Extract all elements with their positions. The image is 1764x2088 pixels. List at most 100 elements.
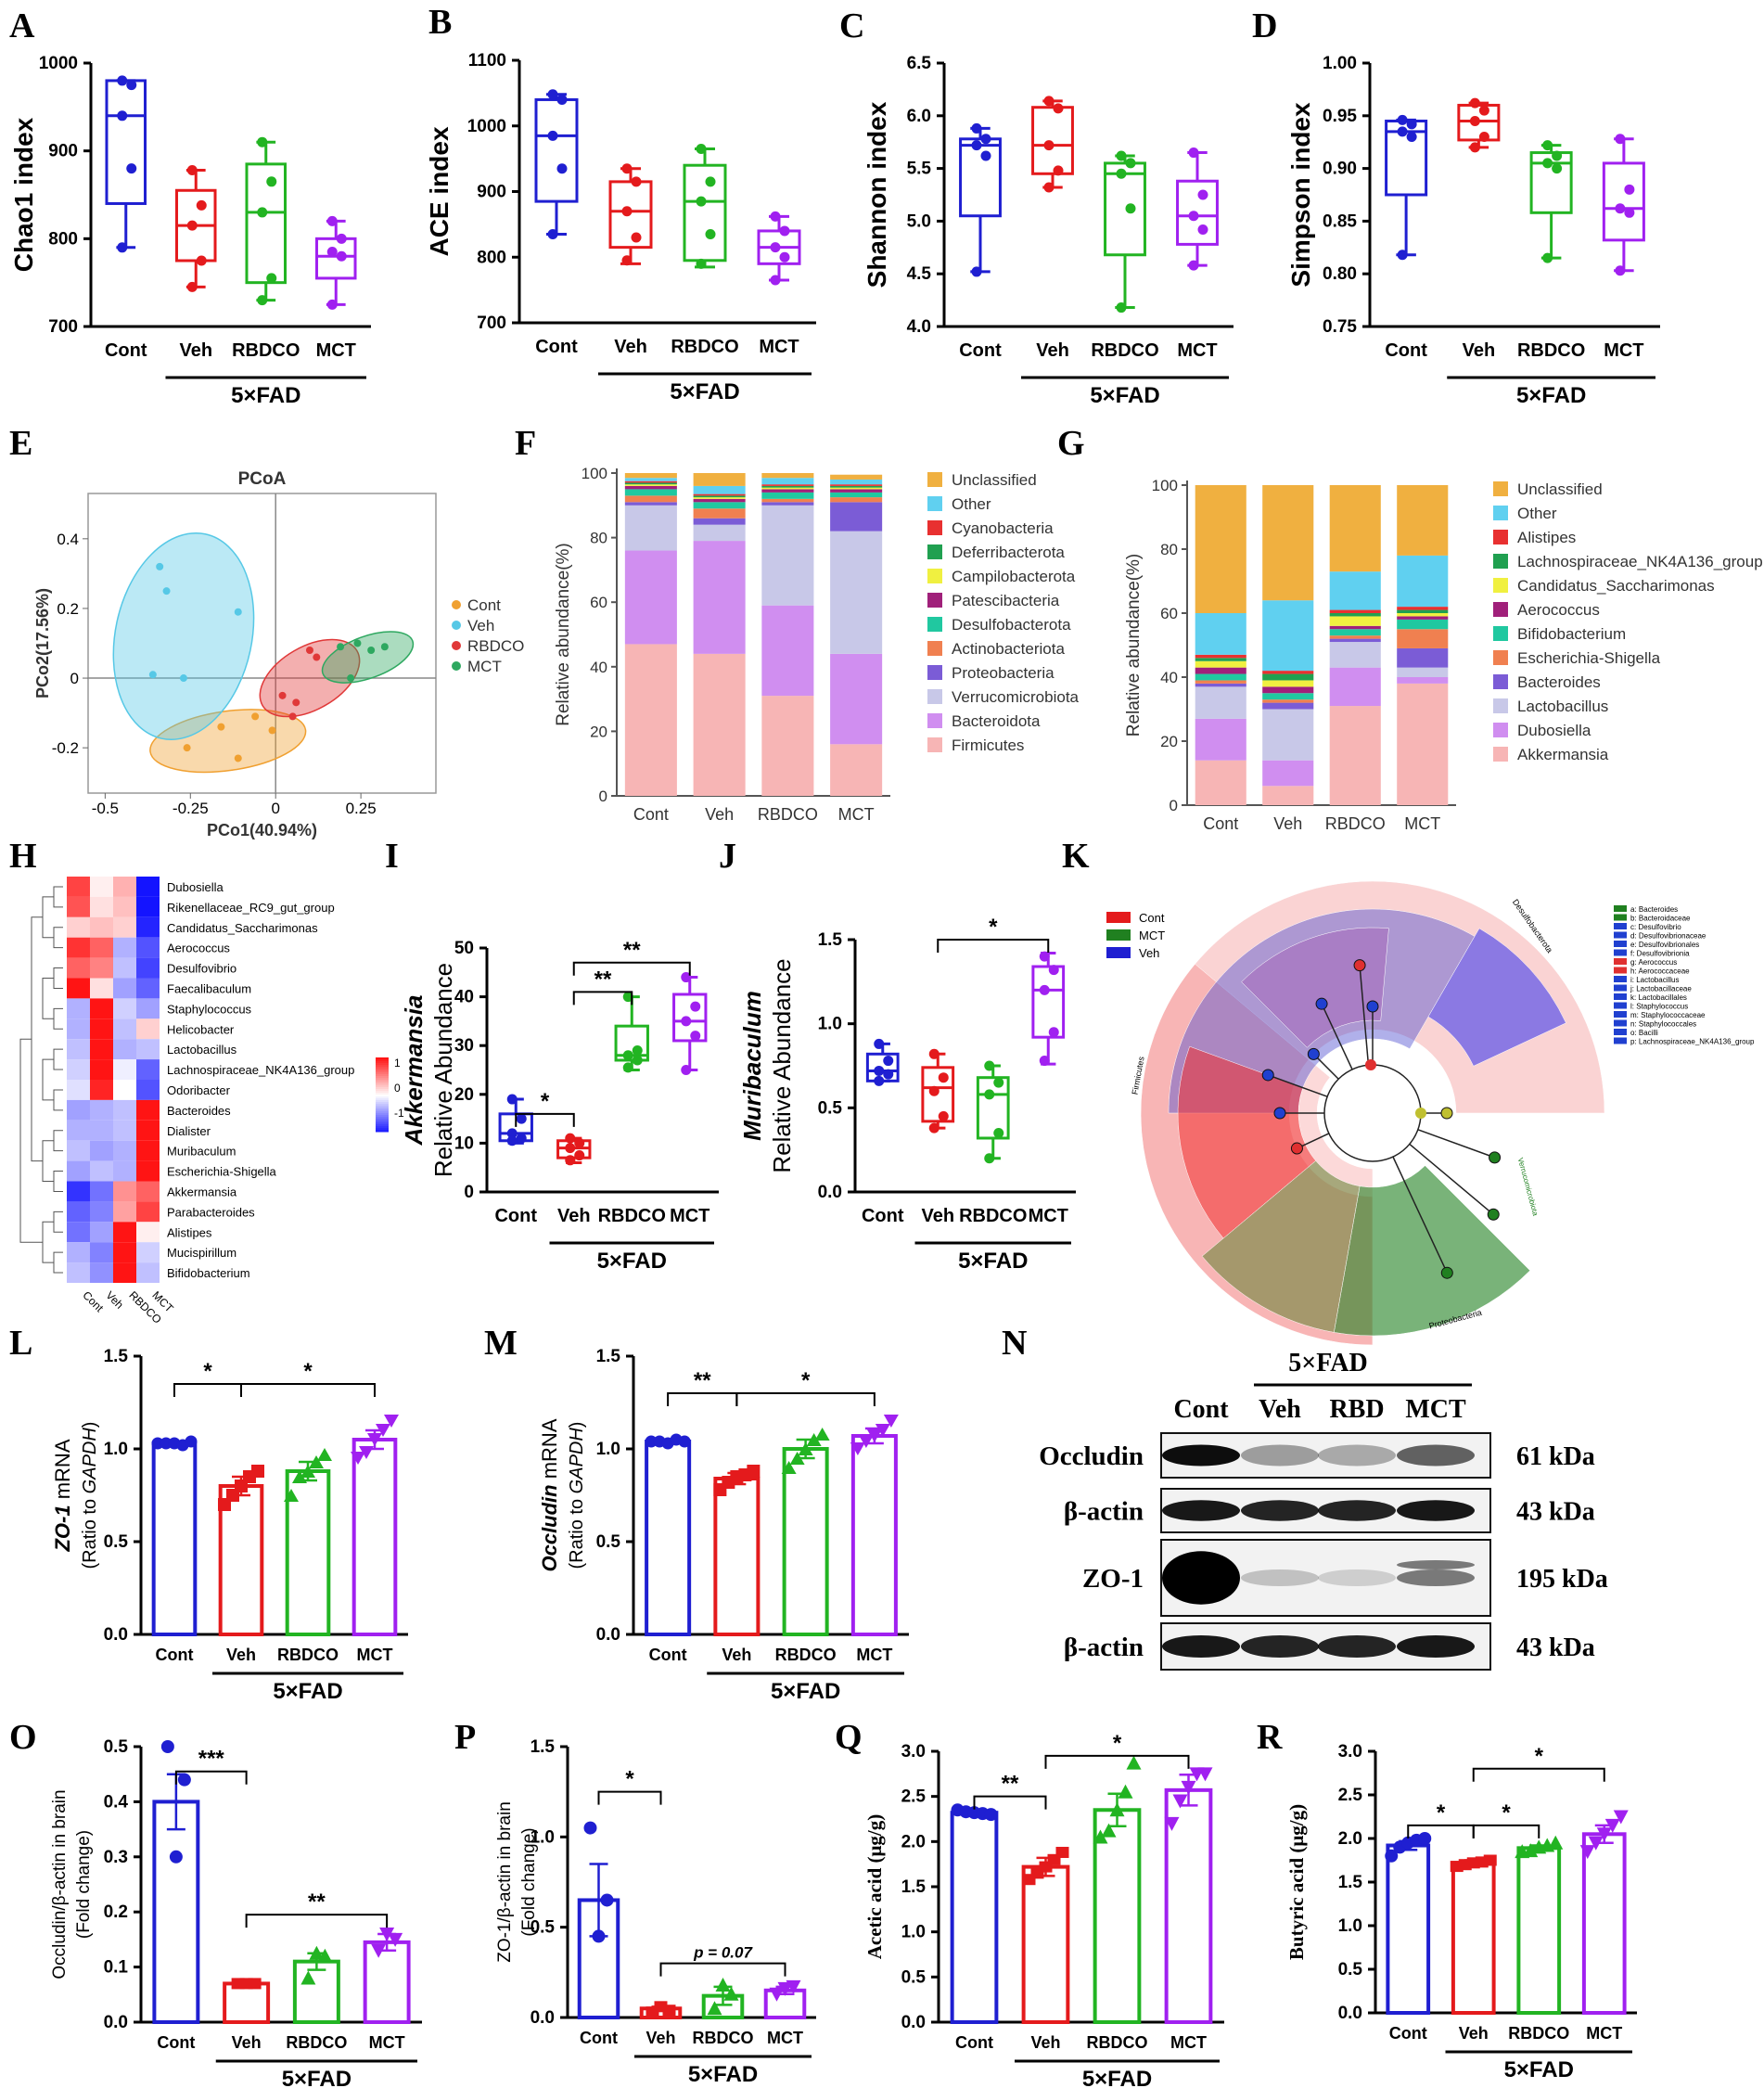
y-tick-label: 4.5 [907, 264, 932, 284]
heatmap-cell [113, 877, 136, 897]
stack-segment [1262, 671, 1314, 674]
legend-label: MCT [1139, 929, 1165, 942]
data-point-circle [177, 1773, 191, 1787]
x-tick-label: Cont [494, 1206, 537, 1226]
x-tick-label: MCT [316, 340, 356, 361]
data-point [1552, 150, 1563, 161]
colour-scale-step [376, 1072, 389, 1075]
dendrogram-branch [53, 927, 63, 949]
data-point-triangle [284, 1489, 299, 1502]
data-point [556, 163, 568, 174]
data-point-triangle [317, 1448, 332, 1461]
key-label: j: Lactobacillaceae [1630, 985, 1692, 993]
heatmap-cell [136, 1039, 160, 1060]
data-point [1043, 96, 1055, 107]
blot-column-label: Veh [1259, 1395, 1301, 1424]
y-tick-label: 0.0 [901, 2013, 926, 2032]
data-point [266, 273, 277, 284]
legend-swatch [1493, 723, 1508, 737]
heatmap-cell [113, 937, 136, 958]
x-tick-label: MCT [856, 1646, 892, 1664]
y-axis-title: Simpson index [1286, 102, 1315, 288]
y-tick-label: 0.2 [104, 1902, 128, 1922]
significance-bracket [1472, 1767, 1605, 1782]
data-point [547, 228, 558, 239]
clade-sector [1177, 1045, 1317, 1239]
data-point [179, 674, 187, 683]
data-point [506, 1094, 518, 1105]
data-point-triangle [376, 1424, 390, 1437]
legend-marker [452, 600, 461, 609]
y-tick-label: 80 [590, 530, 607, 547]
y-tick-label: 0.85 [1323, 211, 1357, 231]
data-point-triangle [1596, 1827, 1612, 1842]
chart-L: 0.0 0.5 1.0 1.5 Cont Veh RBDCO MCT ZO-1 mRNA (Rat… [51, 1347, 408, 1704]
data-point [1116, 302, 1127, 314]
colour-scale-step [376, 1082, 389, 1084]
stack-segment [624, 480, 677, 483]
clade-node [1290, 1142, 1303, 1155]
y-tick-label: 80 [1160, 541, 1178, 558]
blot-band [1397, 1560, 1475, 1569]
y-tick-label: 60 [1160, 605, 1178, 622]
clade-sector [1201, 1160, 1361, 1333]
significance-bracket [667, 1392, 738, 1406]
y-tick-label: 0 [1170, 797, 1178, 814]
y-tick-label: 0.95 [1323, 107, 1357, 126]
blot-row-label: β-actin [1064, 1497, 1144, 1527]
y-tick-label: 0.5 [1338, 1960, 1363, 1979]
stack-segment [830, 531, 883, 654]
data-point [1039, 951, 1050, 962]
y-tick-label: 1100 [468, 51, 506, 70]
colour-scale-step [376, 1098, 389, 1101]
colour-scale-step [376, 1113, 389, 1116]
x-tick-label: MCT [1586, 2024, 1622, 2043]
key-swatch [1614, 1029, 1627, 1035]
chart-G: 0 20 40 60 80 100 Cont Veh RBDCO MCT Relative abun… [1124, 477, 1763, 833]
heatmap-row-label: Muribaculum [167, 1145, 236, 1159]
legend-label: Firmicutes [952, 737, 1024, 754]
stack-segment [1397, 609, 1449, 613]
clade-sector [1334, 1165, 1531, 1337]
data-point-triangle [1126, 1755, 1142, 1770]
stack-segment [1397, 647, 1449, 668]
data-point-circle [160, 1437, 173, 1450]
data-point [622, 1062, 633, 1073]
data-point [186, 220, 198, 231]
y-axis-subtitle: (Fold change) [519, 1827, 539, 1936]
clade-sector [1241, 927, 1389, 1048]
heatmap-cell [136, 1242, 160, 1263]
data-point [690, 1001, 701, 1012]
colour-scale-step [376, 1093, 389, 1095]
heatmap-cell [136, 877, 160, 897]
x-tick-label: Cont [633, 805, 669, 824]
stack-segment [624, 505, 677, 551]
legend-label: Bifidobacterium [1517, 625, 1626, 643]
data-point [313, 653, 321, 661]
group-bracket-label: 5×FAD [273, 1679, 342, 1704]
data-point [565, 1133, 576, 1144]
data-point [874, 1075, 885, 1086]
clade-branch [1359, 965, 1370, 1066]
y-tick-label: 1.00 [1323, 54, 1357, 73]
legend-label: Patescibacteria [952, 592, 1060, 609]
y-tick-label: 2.0 [1338, 1829, 1362, 1849]
heatmap-cell [67, 1181, 90, 1202]
data-point [632, 1044, 643, 1056]
y-tick-label: 0.0 [104, 1625, 128, 1645]
data-point [506, 1128, 518, 1139]
key-swatch [1614, 941, 1627, 947]
panel-letter-M: M [484, 1324, 518, 1363]
data-point [770, 242, 781, 253]
y-axis-subtitle: (Ratio to GAPDH) [80, 1422, 100, 1569]
panel-letter-C: C [839, 6, 864, 45]
stack-segment [1329, 613, 1381, 617]
data-point [336, 233, 347, 244]
data-point [971, 122, 982, 134]
x-tick-label: Cont [156, 1646, 194, 1664]
data-point-triangle [786, 1979, 801, 1994]
data-point [874, 1038, 885, 1049]
legend-label: Bacteroidota [952, 712, 1041, 730]
stack-segment [1195, 683, 1246, 687]
key-swatch [1614, 1002, 1627, 1009]
